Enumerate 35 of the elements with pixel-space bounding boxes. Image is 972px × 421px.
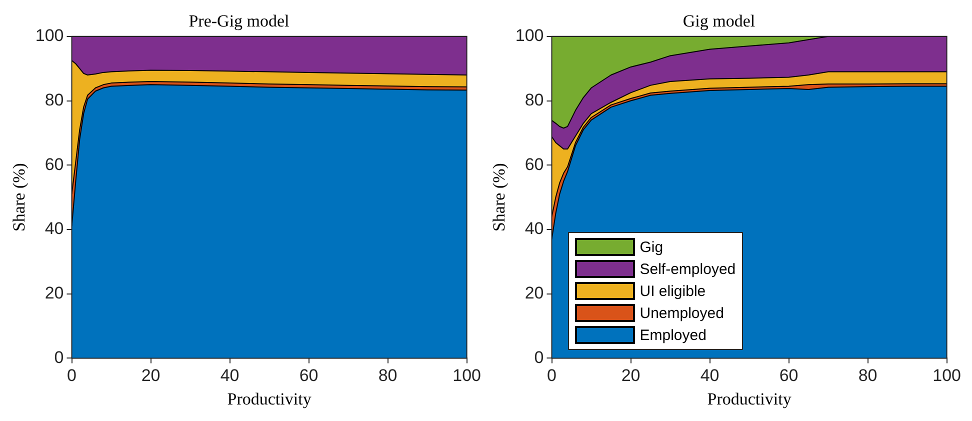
y-tick-label: 0 <box>534 348 544 367</box>
legend-label: UI eligible <box>640 282 706 300</box>
y-tick-label: 80 <box>44 90 64 110</box>
y-axis-title: Share (%) <box>10 163 29 232</box>
x-tick-label: 80 <box>858 366 878 386</box>
x-tick-label: 40 <box>220 366 240 386</box>
y-tick-label: 20 <box>524 284 544 303</box>
y-tick-label: 40 <box>44 219 64 238</box>
y-tick-label: 80 <box>524 90 544 110</box>
y-tick-label: 40 <box>524 219 544 238</box>
x-tick-label: 20 <box>141 366 160 386</box>
legend-label: Unemployed <box>640 304 724 322</box>
x-tick-label: 40 <box>700 366 720 386</box>
y-tick-label: 20 <box>44 284 64 303</box>
y-tick-label: 100 <box>35 26 64 46</box>
x-tick-label: 60 <box>779 366 798 386</box>
x-tick-label: 60 <box>299 366 318 386</box>
x-axis-title: Productivity <box>707 389 792 408</box>
y-axis-title: Share (%) <box>490 163 509 232</box>
x-tick-label: 0 <box>67 366 76 386</box>
legend-label: Gig <box>640 238 664 256</box>
y-tick-label: 100 <box>515 26 544 46</box>
chart-title: Pre-Gig model <box>188 12 290 31</box>
x-tick-label: 80 <box>378 366 398 386</box>
x-axis-title: Productivity <box>227 389 312 408</box>
x-tick-label: 0 <box>547 366 556 386</box>
x-tick-label: 100 <box>452 366 482 386</box>
x-tick-label: 20 <box>621 366 640 386</box>
legend-label: Employed <box>640 326 706 344</box>
y-tick-label: 0 <box>54 348 64 367</box>
y-tick-label: 60 <box>524 154 544 174</box>
legend-label: Self-employed <box>640 260 736 278</box>
x-tick-label: 100 <box>932 366 962 386</box>
y-tick-label: 60 <box>44 154 64 174</box>
chart-title: Gig model <box>682 12 756 31</box>
